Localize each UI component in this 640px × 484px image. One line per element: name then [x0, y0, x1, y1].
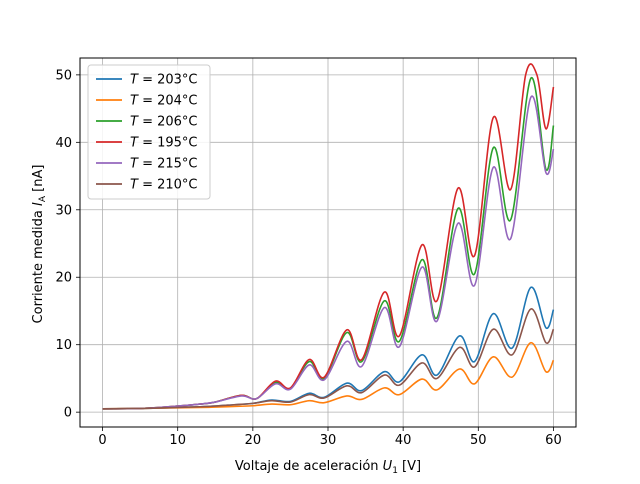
series-line-215°C	[102, 95, 555, 410]
x-axis-label: Voltaje de aceleración U1 [V]	[235, 459, 421, 476]
x-tick-label: 30	[320, 433, 337, 448]
legend-entry: T = 204°C	[130, 94, 198, 109]
y-axis-label: Corriente medida IA [nA]	[31, 165, 48, 324]
y-axis: 0 10 20 30 40 50	[55, 68, 80, 421]
y-tick-label: 30	[55, 203, 72, 218]
grid	[80, 58, 576, 427]
legend-entry: T = 215°C	[130, 157, 198, 172]
legend-entry: T = 195°C	[130, 136, 198, 151]
series-line-204°C	[102, 341, 555, 410]
y-tick-label: 10	[55, 338, 72, 353]
x-tick-label: 0	[98, 433, 106, 448]
legend-box	[87, 64, 211, 200]
x-axis: 0 10 20 30 40 50 60	[98, 427, 562, 448]
legend: T = 203°C T = 204°C T = 206°C T = 195°C T = …	[87, 64, 211, 200]
x-tick-label: 40	[395, 433, 412, 448]
legend-entry: T = 203°C	[130, 73, 198, 88]
legend-entry: T = 210°C	[130, 178, 198, 193]
x-tick-label: 60	[545, 433, 562, 448]
x-tick-label: 50	[470, 433, 487, 448]
y-tick-label: 20	[55, 271, 72, 286]
y-tick-label: 0	[64, 406, 72, 421]
y-tick-label: 40	[55, 136, 72, 151]
series-line-210°C	[102, 308, 555, 410]
y-tick-label: 50	[55, 68, 72, 83]
x-tick-label: 20	[245, 433, 262, 448]
x-tick-label: 10	[169, 433, 186, 448]
series-lines	[102, 63, 555, 410]
legend-entry: T = 206°C	[130, 115, 198, 130]
